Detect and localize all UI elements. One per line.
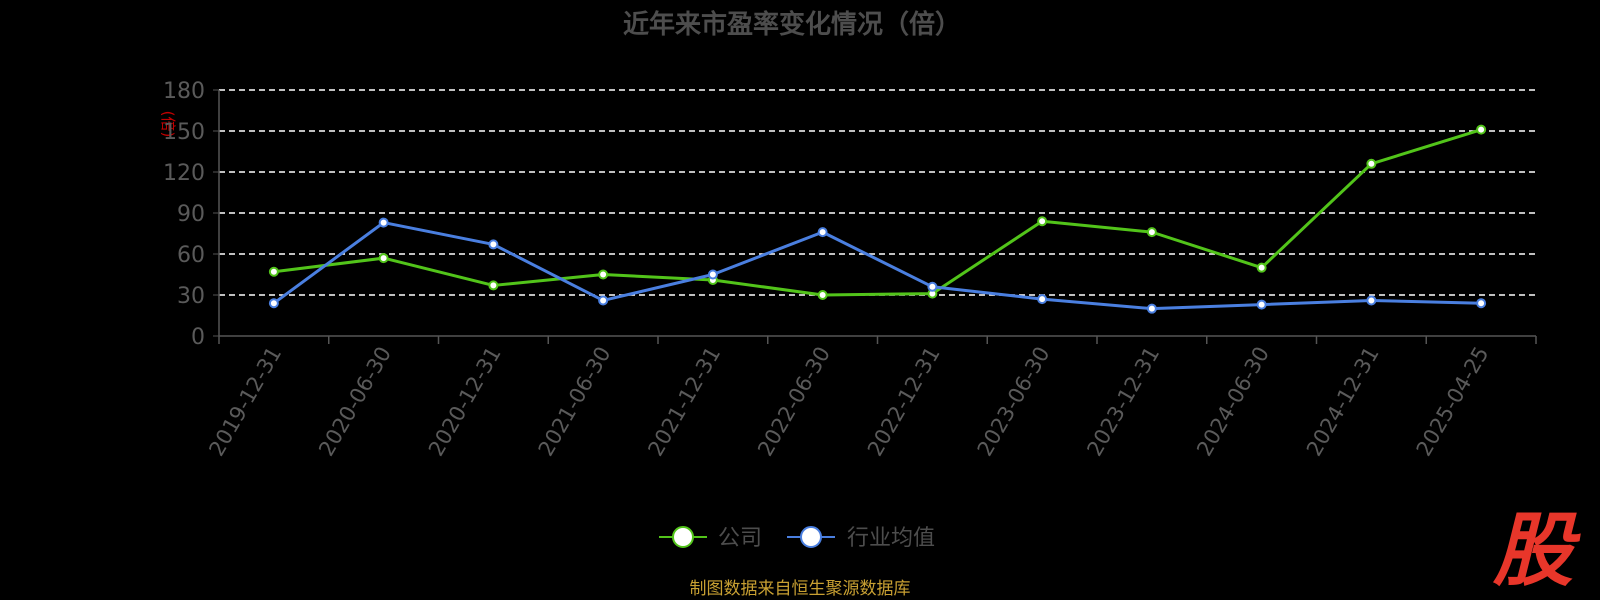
legend-item-company[interactable]: 公司 (659, 526, 762, 551)
x-tick-label: 2019-12-31 (204, 343, 286, 461)
data-point[interactable] (598, 269, 609, 280)
series-0 (268, 124, 1487, 300)
data-point[interactable] (707, 269, 718, 280)
y-tick-label: 180 (163, 79, 205, 104)
data-point[interactable] (1256, 262, 1267, 273)
x-axis-ticks: 2019-12-31 2020-06-30 2020-12-31 2021-06-30… (204, 336, 1537, 461)
data-point[interactable] (1146, 303, 1157, 314)
x-tick-label: 2024-12-31 (1302, 343, 1384, 461)
y-tick-label: 120 (163, 161, 205, 186)
data-point[interactable] (378, 217, 389, 228)
series-layer (268, 124, 1487, 314)
y-tick-label: 30 (177, 284, 205, 309)
x-tick-label: 2022-12-31 (863, 343, 945, 461)
data-point[interactable] (598, 295, 609, 306)
y-axis-label: (倍) (159, 111, 177, 138)
data-point[interactable] (817, 227, 828, 238)
data-point[interactable] (1476, 298, 1487, 309)
data-point[interactable] (817, 290, 828, 300)
data-point[interactable] (488, 239, 499, 250)
x-tick-label: 2025-04-25 (1412, 343, 1494, 461)
x-tick-label: 2021-12-31 (643, 343, 725, 461)
gridlines (219, 89, 1536, 296)
legend-item-industry-avg[interactable]: 行业均值 (787, 526, 935, 551)
y-tick-label: 90 (177, 202, 205, 227)
axes (218, 90, 1536, 337)
legend[interactable]: 公司 行业均值 (659, 526, 935, 551)
data-point[interactable] (1366, 158, 1377, 169)
legend-industry-avg-label: 行业均值 (847, 526, 935, 551)
legend-company-label: 公司 (718, 526, 762, 551)
data-point[interactable] (1256, 299, 1267, 310)
x-tick-label: 2022-06-30 (753, 343, 835, 461)
legend-company-marker (672, 526, 694, 548)
data-point[interactable] (927, 281, 938, 292)
x-tick-label: 2023-12-31 (1082, 343, 1164, 461)
data-point[interactable] (1146, 227, 1157, 238)
series-line (273, 128, 1482, 297)
source-note: 制图数据来自恒生聚源数据库 (690, 579, 911, 599)
x-tick-label: 2020-12-31 (424, 343, 506, 461)
watermark-logo: 股 (1492, 504, 1581, 597)
y-axis-ticks: 0 30 60 90 120 150 180 (163, 79, 219, 350)
y-tick-label: 60 (177, 243, 205, 268)
x-tick-label: 2020-06-30 (314, 343, 396, 461)
chart-title: 近年来市盈率变化情况（倍） (623, 9, 961, 40)
x-tick-label: 2023-06-30 (973, 343, 1055, 461)
x-tick-label: 2021-06-30 (534, 343, 616, 461)
data-point[interactable] (1366, 295, 1377, 306)
data-point[interactable] (1037, 294, 1048, 305)
series-line (272, 221, 1482, 311)
series-1 (268, 217, 1487, 314)
data-point[interactable] (488, 280, 499, 291)
data-point[interactable] (1476, 124, 1487, 135)
y-tick-label: 0 (191, 325, 205, 350)
data-point[interactable] (378, 253, 389, 264)
x-tick-label: 2024-06-30 (1192, 343, 1274, 461)
y-tick-label: 150 (163, 120, 205, 145)
data-point[interactable] (268, 266, 279, 277)
data-point[interactable] (1037, 216, 1048, 227)
data-point[interactable] (268, 298, 279, 309)
legend-industry-avg-marker (800, 526, 822, 548)
